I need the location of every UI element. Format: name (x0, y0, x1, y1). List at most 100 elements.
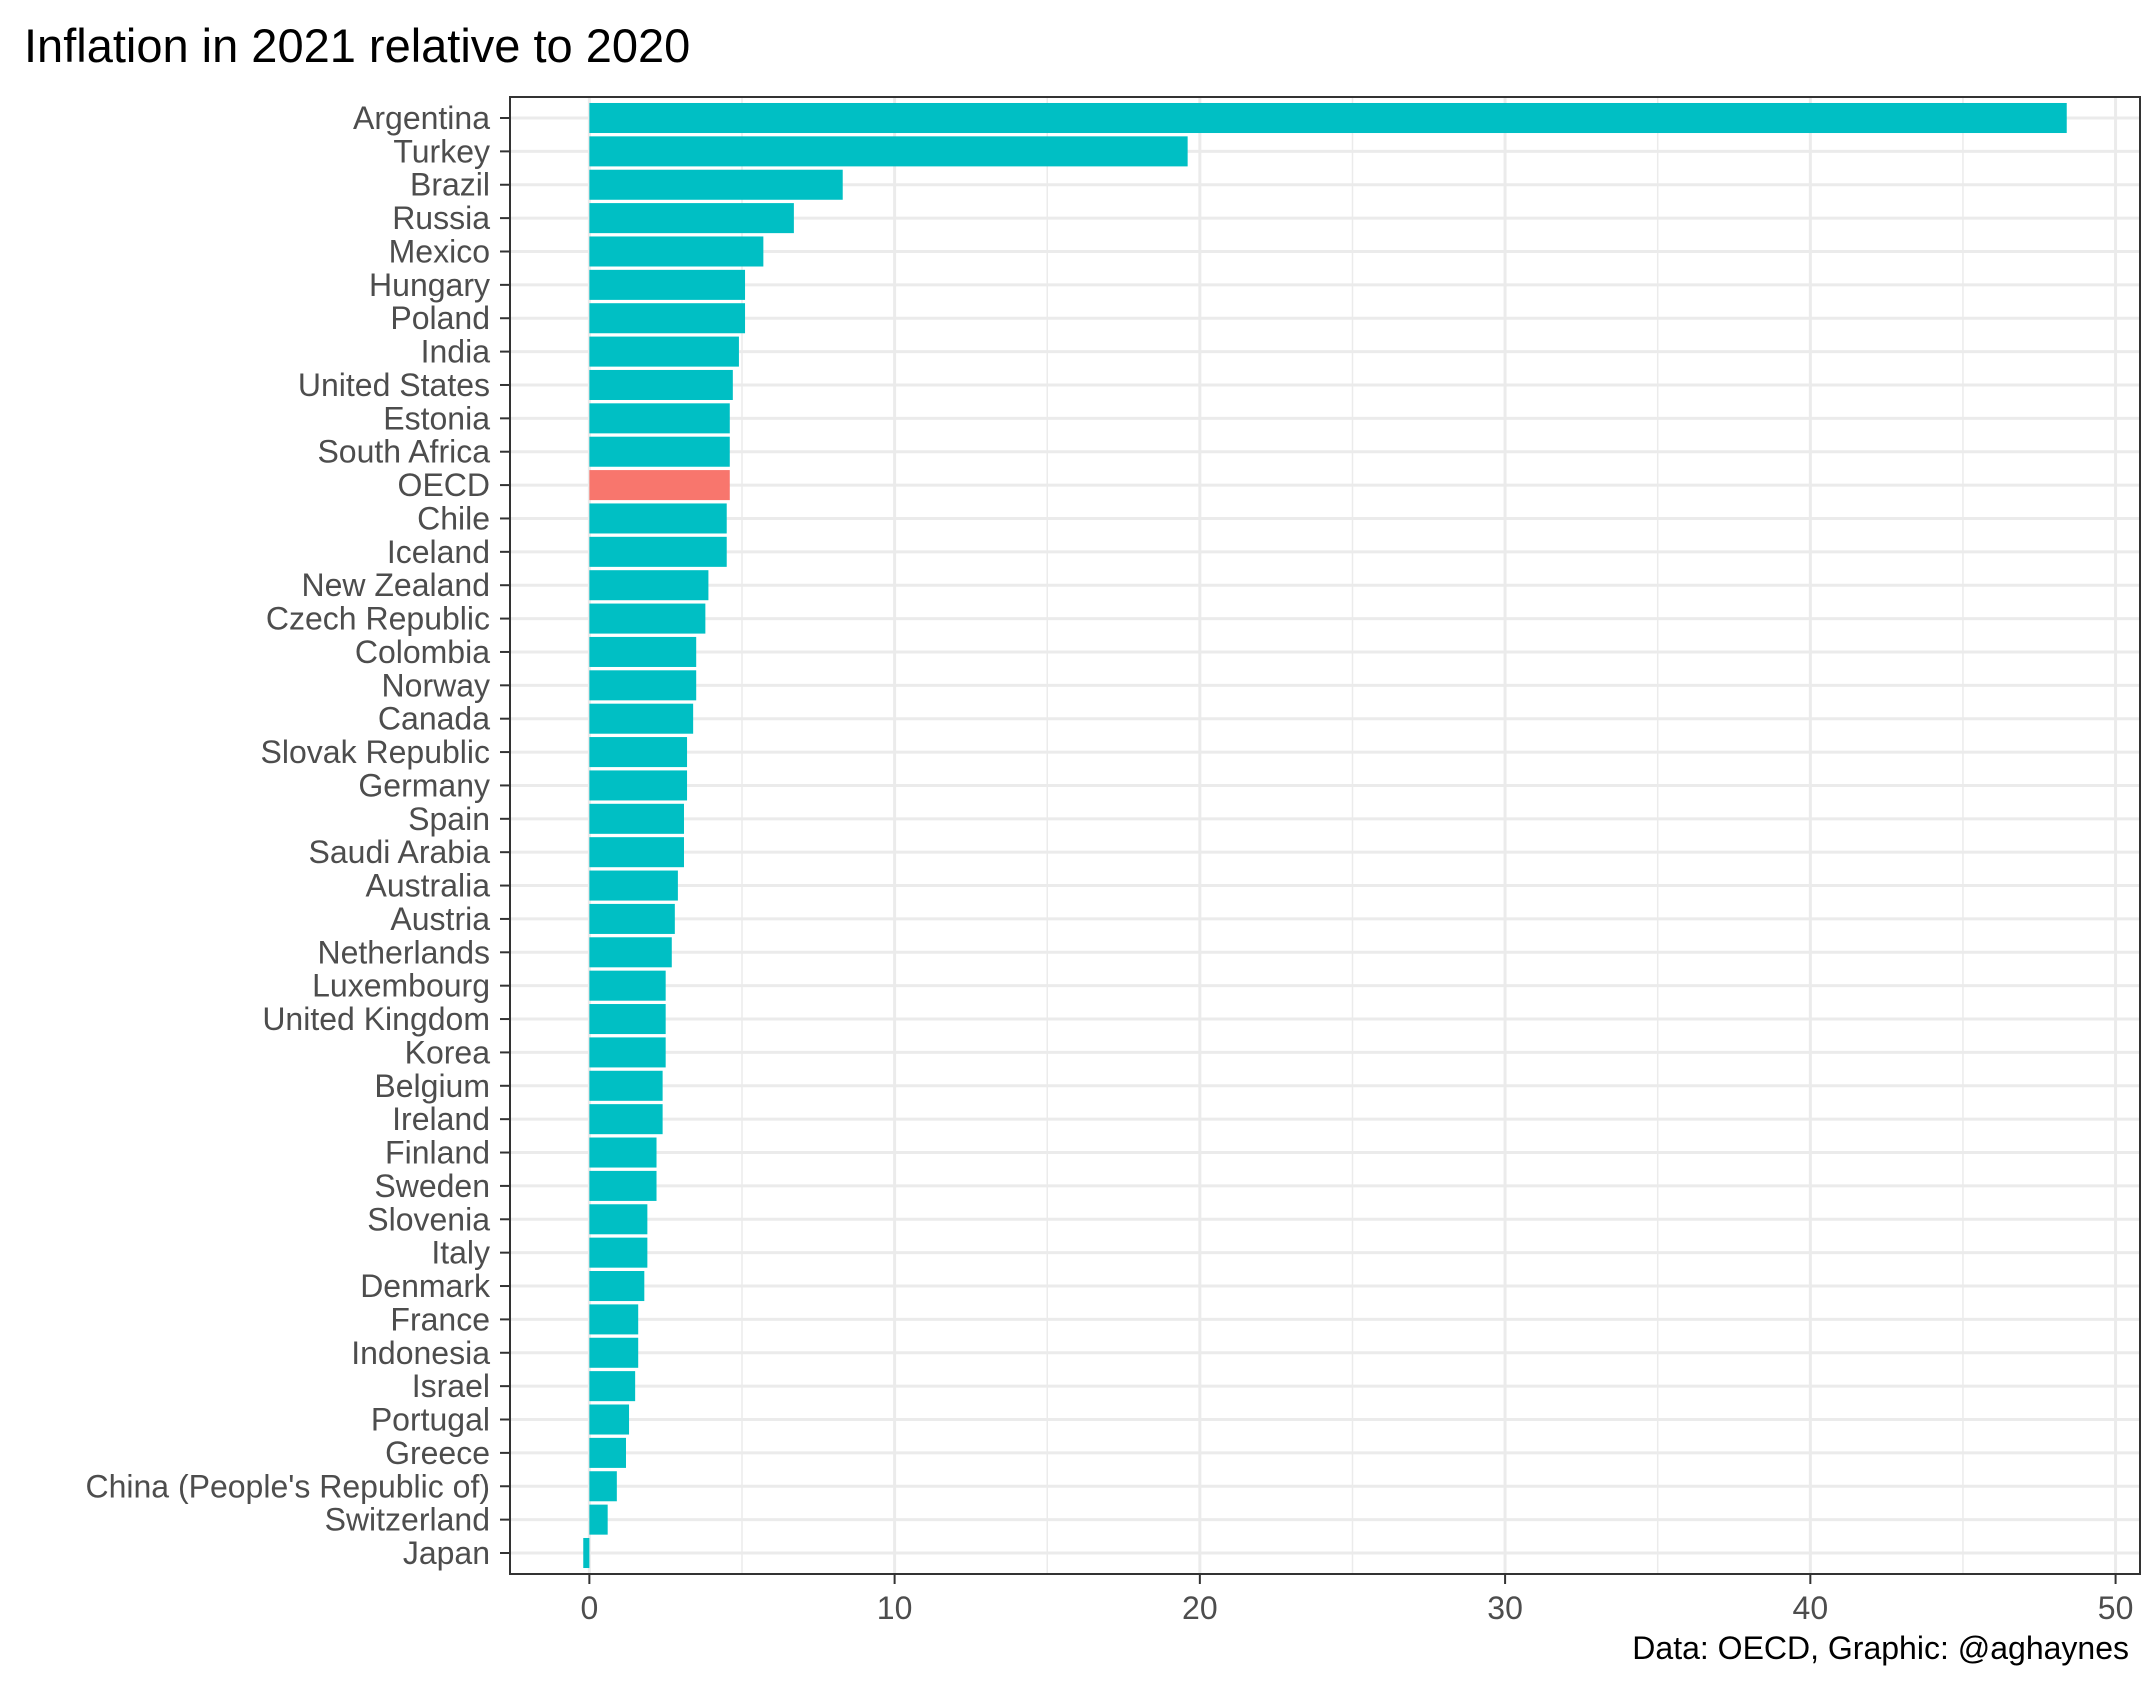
y-tick-label: Israel (412, 1368, 490, 1404)
bar-denmark (589, 1271, 645, 1302)
bar-luxembourg (589, 970, 666, 1001)
y-tick-label: Iceland (387, 534, 490, 570)
bar-china-people-s-republic-of (589, 1471, 617, 1502)
y-tick-label: Slovenia (367, 1201, 490, 1237)
y-tick-label: South Africa (317, 434, 490, 470)
bar-canada (589, 703, 694, 734)
bar-portugal (589, 1404, 630, 1435)
bar-hungary (589, 269, 746, 300)
bar-israel (589, 1371, 636, 1402)
bars (583, 102, 2067, 1569)
y-tick-label: Japan (403, 1535, 490, 1571)
bar-ireland (589, 1104, 663, 1135)
bar-finland (589, 1137, 657, 1168)
bar-slovenia (589, 1204, 648, 1235)
bar-france (589, 1304, 639, 1335)
x-tick-label: 10 (877, 1590, 913, 1626)
bar-austria (589, 903, 675, 934)
y-tick-label: Chile (417, 500, 490, 536)
bar-estonia (589, 403, 730, 434)
y-tick-label: Switzerland (325, 1502, 490, 1538)
y-tick-label: Czech Republic (266, 601, 490, 637)
x-tick-label: 30 (1487, 1590, 1523, 1626)
bar-sweden (589, 1170, 657, 1201)
y-tick-label: Sweden (374, 1168, 490, 1204)
y-tick-label: Saudi Arabia (309, 834, 491, 870)
y-tick-label: Hungary (369, 267, 490, 303)
bar-united-states (589, 369, 733, 400)
y-tick-label: United Kingdom (262, 1001, 490, 1037)
x-tick-label: 0 (580, 1590, 598, 1626)
bar-norway (589, 670, 697, 701)
y-tick-label: Colombia (355, 634, 490, 670)
y-tick-label: Estonia (383, 400, 490, 436)
y-tick-label: Australia (366, 868, 491, 904)
bar-germany (589, 770, 688, 801)
bar-saudi-arabia (589, 837, 684, 868)
bar-south-africa (589, 436, 730, 467)
y-tick-label: Portugal (371, 1402, 490, 1438)
y-tick-label: Russia (392, 200, 490, 236)
y-tick-label: OECD (398, 467, 490, 503)
y-tick-label: Norway (382, 667, 490, 703)
y-tick-label: Finland (385, 1135, 490, 1171)
plot-panel (510, 97, 2140, 1574)
y-tick-label: United States (298, 367, 490, 403)
y-tick-label: India (421, 334, 491, 370)
bar-italy (589, 1237, 648, 1268)
bar-united-kingdom (589, 1004, 666, 1035)
bar-japan (583, 1537, 590, 1569)
bar-brazil (589, 169, 843, 200)
chart-title: Inflation in 2021 relative to 2020 (24, 19, 691, 72)
bar-spain (589, 803, 684, 834)
y-tick-label: Slovak Republic (261, 734, 490, 770)
y-tick-label: Belgium (374, 1068, 490, 1104)
bar-poland (589, 303, 746, 334)
bar-iceland (589, 536, 727, 567)
x-tick-label: 50 (2098, 1590, 2134, 1626)
x-tick-label: 20 (1182, 1590, 1218, 1626)
panel-border (509, 96, 2141, 1575)
y-tick-label: France (390, 1301, 490, 1337)
y-axis: ArgentinaTurkeyBrazilRussiaMexicoHungary… (85, 100, 510, 1571)
y-tick-label: New Zealand (301, 567, 490, 603)
y-tick-label: Germany (358, 767, 490, 803)
y-tick-label: Indonesia (351, 1335, 490, 1371)
y-tick-label: Spain (408, 801, 490, 837)
y-tick-label: Ireland (392, 1101, 490, 1137)
bar-turkey (589, 136, 1188, 167)
y-tick-label: Mexico (389, 233, 490, 269)
bar-india (589, 336, 739, 367)
y-tick-label: Turkey (393, 133, 490, 169)
x-tick-label: 40 (1793, 1590, 1829, 1626)
bar-chile (589, 503, 727, 534)
bar-czech-republic (589, 603, 706, 634)
y-tick-label: Austria (390, 901, 490, 937)
y-tick-label: Greece (385, 1435, 490, 1471)
bar-netherlands (589, 937, 672, 968)
y-tick-label: Canada (378, 701, 490, 737)
y-tick-label: Brazil (410, 167, 490, 203)
y-tick-label: Denmark (360, 1268, 491, 1304)
y-tick-label: Italy (431, 1235, 490, 1271)
bar-greece (589, 1437, 626, 1468)
y-tick-label: China (People's Republic of) (85, 1468, 490, 1504)
y-tick-label: Poland (390, 300, 490, 336)
bar-new-zealand (589, 570, 709, 601)
bar-switzerland (589, 1504, 608, 1535)
y-tick-label: Korea (405, 1034, 491, 1070)
bar-colombia (589, 636, 697, 667)
bar-argentina (589, 102, 2067, 134)
bar-russia (589, 203, 794, 234)
bar-australia (589, 870, 678, 901)
bar-indonesia (589, 1337, 639, 1368)
bar-korea (589, 1037, 666, 1068)
bar-belgium (589, 1070, 663, 1101)
y-tick-label: Argentina (353, 100, 490, 136)
y-tick-label: Luxembourg (312, 968, 490, 1004)
chart-caption: Data: OECD, Graphic: @aghaynes (1632, 1630, 2129, 1666)
x-axis: 0 10 20 30 40 50 (580, 1574, 2133, 1626)
bar-mexico (589, 236, 764, 267)
